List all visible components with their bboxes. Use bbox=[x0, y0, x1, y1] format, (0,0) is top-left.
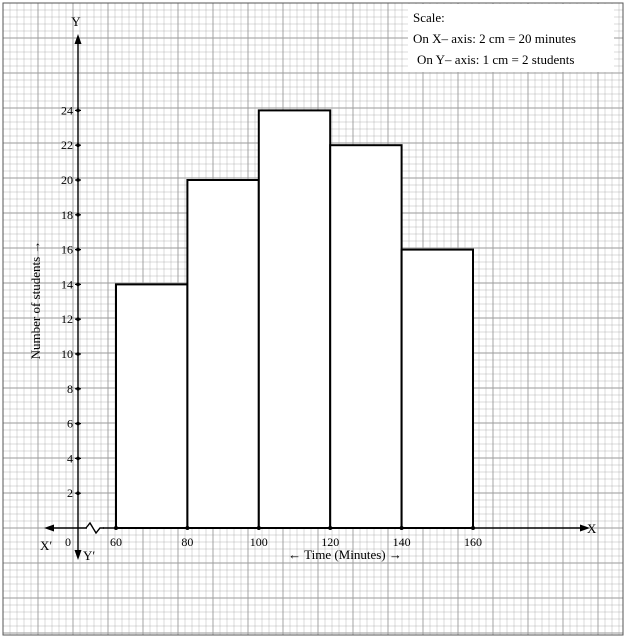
y-tick-dot bbox=[76, 491, 80, 496]
x-tick-dot bbox=[328, 526, 333, 530]
x-tick-label: 160 bbox=[464, 535, 482, 549]
y-tick-label: 14 bbox=[61, 277, 73, 291]
y-tick-dot bbox=[76, 387, 80, 391]
y-tick-label: 2 bbox=[67, 486, 73, 500]
y-tick-dot bbox=[76, 213, 80, 217]
x-tick-dot bbox=[399, 526, 404, 530]
y-tick-label: 10 bbox=[61, 347, 73, 361]
y-tick-label: 4 bbox=[67, 451, 73, 465]
scale-x-line: On X– axis: 2 cm = 20 minutes bbox=[413, 31, 576, 46]
y-tick-dot bbox=[76, 317, 80, 322]
x-tick-dot bbox=[256, 526, 261, 530]
histogram-bar bbox=[400, 248, 475, 529]
y-tick-label: 24 bbox=[61, 103, 73, 117]
y-tick-label: 20 bbox=[61, 173, 73, 187]
axis-break-kink bbox=[85, 521, 104, 535]
x-axis-name: X bbox=[587, 521, 597, 536]
bars-group bbox=[115, 109, 475, 530]
y-tick-label: 6 bbox=[67, 417, 73, 431]
scale-y-line: On Y– axis: 1 cm = 2 students bbox=[417, 52, 574, 67]
x-axis-arrow bbox=[580, 524, 590, 532]
y-tick-dot bbox=[76, 352, 80, 356]
x-axis-arrow-neg bbox=[44, 524, 54, 532]
x-tick-label: 60 bbox=[110, 535, 122, 549]
y-tick-dot bbox=[76, 143, 80, 147]
y-tick-dot bbox=[76, 456, 80, 461]
scale-title: Scale: bbox=[413, 10, 445, 25]
y-tick-label: 16 bbox=[61, 243, 73, 257]
x-tick-dot bbox=[114, 526, 118, 530]
axes-group bbox=[44, 34, 590, 560]
x-neg-axis-name: X′ bbox=[40, 538, 52, 553]
x-tick-label: 120 bbox=[321, 535, 339, 549]
y-axis-arrow-up bbox=[74, 34, 82, 44]
y-tick-label: 12 bbox=[61, 312, 73, 326]
x-tick-labels: 0 60 80 100 120 140 160 bbox=[65, 526, 482, 549]
histogram-bar bbox=[186, 179, 260, 529]
y-tick-label: 18 bbox=[61, 208, 73, 222]
y-axis-arrow-down bbox=[74, 550, 82, 560]
y-tick-dot bbox=[76, 282, 80, 287]
x-tick-label: 80 bbox=[181, 535, 193, 549]
x-tick-dot bbox=[471, 526, 475, 530]
y-axis-name: Y bbox=[71, 14, 81, 29]
y-tick-dot bbox=[76, 108, 80, 113]
y-tick-dot bbox=[76, 178, 80, 182]
x-axis-label: ← Time (Minutes) → bbox=[288, 547, 402, 562]
histogram-bar bbox=[329, 144, 403, 529]
y-tick-dot bbox=[76, 247, 80, 252]
x-tick-label: 140 bbox=[393, 535, 411, 549]
y-tick-label: 8 bbox=[67, 382, 73, 396]
scale-box: Scale: On X– axis: 2 cm = 20 minutes On … bbox=[408, 4, 614, 72]
y-neg-axis-name: Y′ bbox=[83, 548, 95, 563]
x-tick-dot bbox=[185, 526, 190, 530]
histogram-bar bbox=[257, 109, 332, 530]
y-tick-dot bbox=[76, 421, 80, 426]
y-axis-label: Number of students → bbox=[28, 241, 43, 360]
x-tick-label: 0 bbox=[65, 535, 71, 549]
x-tick-label: 100 bbox=[250, 535, 268, 549]
histogram-bar bbox=[115, 283, 189, 529]
y-tick-label: 22 bbox=[61, 138, 73, 152]
